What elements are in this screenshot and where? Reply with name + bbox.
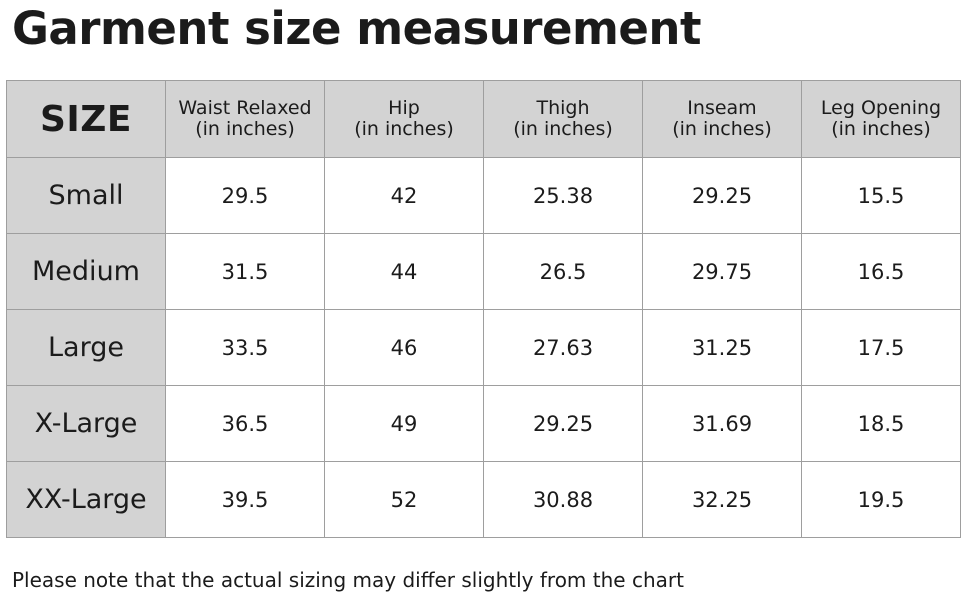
column-header-name: Thigh: [536, 97, 590, 119]
table-row-medium: Medium 31.5 44 26.5 29.75 16.5: [6, 233, 961, 310]
column-header-name: Leg Opening: [820, 97, 942, 119]
column-header-unit: (in inches): [831, 118, 931, 140]
table-cell: 16.5: [801, 233, 961, 310]
page-title: Garment size measurement: [12, 2, 701, 55]
size-label: XX-Large: [6, 461, 166, 538]
table-cell: 29.25: [642, 157, 802, 234]
table-cell: 32.25: [642, 461, 802, 538]
table-header-row: SIZE Waist Relaxed (in inches) Hip (in i…: [6, 80, 961, 158]
table-cell: 31.69: [642, 385, 802, 462]
column-header-name: Hip: [388, 97, 420, 119]
table-row-small: Small 29.5 42 25.38 29.25 15.5: [6, 157, 961, 234]
table-cell: 31.5: [165, 233, 325, 310]
table-cell: 19.5: [801, 461, 961, 538]
size-label: Small: [6, 157, 166, 234]
table-cell: 18.5: [801, 385, 961, 462]
column-header-unit: (in inches): [354, 118, 454, 140]
table-cell: 17.5: [801, 309, 961, 386]
table-cell: 29.5: [165, 157, 325, 234]
size-column-header: SIZE: [6, 80, 166, 158]
table-cell: 46: [324, 309, 484, 386]
table-cell: 26.5: [483, 233, 643, 310]
table-cell: 52: [324, 461, 484, 538]
size-table: SIZE Waist Relaxed (in inches) Hip (in i…: [6, 80, 961, 538]
table-cell: 36.5: [165, 385, 325, 462]
table-cell: 29.75: [642, 233, 802, 310]
column-header-waist-relaxed: Waist Relaxed (in inches): [165, 80, 325, 158]
table-cell: 30.88: [483, 461, 643, 538]
column-header-inseam: Inseam (in inches): [642, 80, 802, 158]
column-header-name: Waist Relaxed: [178, 97, 312, 119]
table-cell: 25.38: [483, 157, 643, 234]
sizing-note: Please note that the actual sizing may d…: [12, 568, 684, 592]
column-header-thigh: Thigh (in inches): [483, 80, 643, 158]
column-header-name: Inseam: [687, 97, 757, 119]
table-cell: 49: [324, 385, 484, 462]
column-header-unit: (in inches): [672, 118, 772, 140]
column-header-unit: (in inches): [195, 118, 295, 140]
table-cell: 15.5: [801, 157, 961, 234]
table-cell: 39.5: [165, 461, 325, 538]
size-label: X-Large: [6, 385, 166, 462]
table-cell: 31.25: [642, 309, 802, 386]
table-cell: 42: [324, 157, 484, 234]
table-row-x-large: X-Large 36.5 49 29.25 31.69 18.5: [6, 385, 961, 462]
table-row-large: Large 33.5 46 27.63 31.25 17.5: [6, 309, 961, 386]
table-cell: 33.5: [165, 309, 325, 386]
size-label: Large: [6, 309, 166, 386]
column-header-leg-opening: Leg Opening (in inches): [801, 80, 961, 158]
table-cell: 27.63: [483, 309, 643, 386]
column-header-hip: Hip (in inches): [324, 80, 484, 158]
table-row-xx-large: XX-Large 39.5 52 30.88 32.25 19.5: [6, 461, 961, 538]
table-cell: 44: [324, 233, 484, 310]
column-header-unit: (in inches): [513, 118, 613, 140]
table-cell: 29.25: [483, 385, 643, 462]
size-label: Medium: [6, 233, 166, 310]
